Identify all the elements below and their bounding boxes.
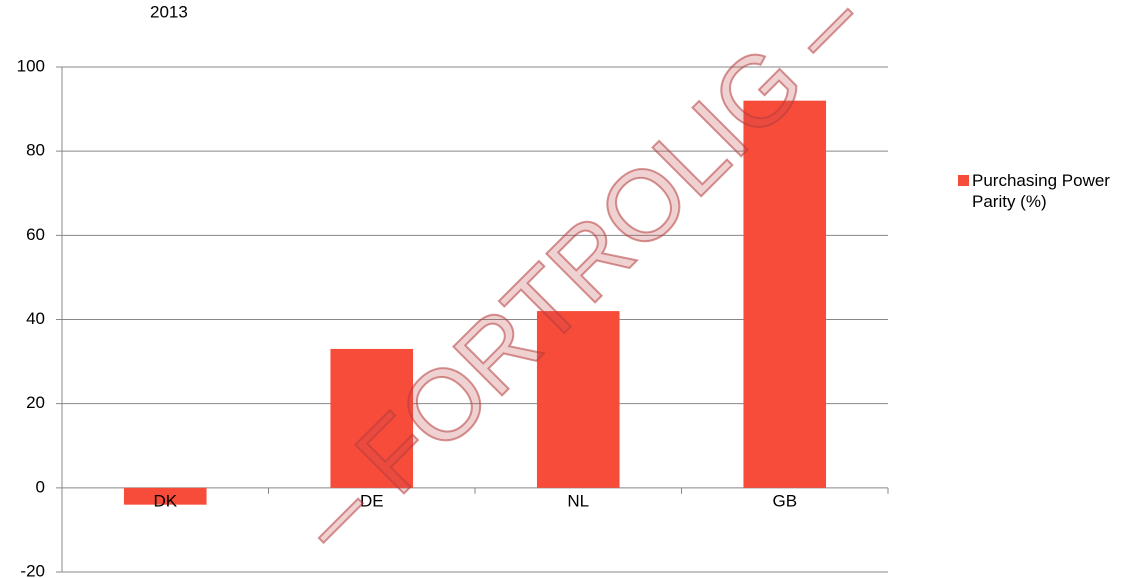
x-tick-label: DK (153, 491, 177, 510)
y-tick-label: 40 (26, 309, 45, 328)
y-tick-label: -20 (20, 561, 45, 578)
x-tick-label: NL (567, 491, 589, 510)
bar (743, 100, 827, 488)
bar (123, 487, 207, 505)
legend-label: Purchasing Power Parity (%) (972, 171, 1110, 211)
bar (536, 311, 620, 488)
y-tick-label: 80 (26, 141, 45, 160)
chart-title: 2013 (150, 2, 188, 21)
y-tick-label: 100 (17, 56, 45, 75)
y-tick-label: 20 (26, 393, 45, 412)
bar (330, 348, 414, 488)
y-tick-label: 60 (26, 225, 45, 244)
x-tick-label: GB (772, 491, 797, 510)
y-tick-label: 0 (36, 477, 45, 496)
x-tick-label: DE (360, 491, 384, 510)
legend-swatch (958, 175, 969, 186)
legend: Purchasing Power Parity (%) (958, 170, 1148, 212)
